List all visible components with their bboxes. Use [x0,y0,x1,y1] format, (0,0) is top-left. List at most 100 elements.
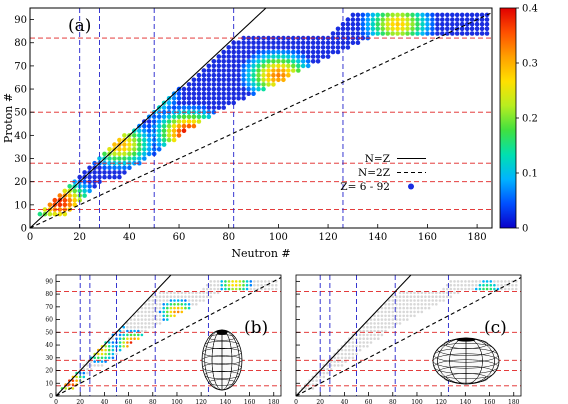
axis-ticks-b: 0 20 40 60 80 100 120 140 160 180 0 10 20 30 40 50 60 70 8… [45,278,279,404]
nucleus-point [82,170,87,175]
nucleus-point [340,348,344,352]
nucleus-point [133,314,136,318]
nucleus-point [375,12,381,18]
nucleus-point [246,40,251,45]
nucleus-point [291,54,296,59]
nucleus-point [186,105,192,110]
nucleus-point [384,329,387,333]
nucleus-point [37,211,43,217]
nucleus-point [344,348,347,352]
nucleus-point [107,170,112,175]
nucleus-point [482,287,485,291]
nucleus-point [147,318,151,321]
nucleus-point [387,310,391,314]
nucleus-point [226,63,231,69]
nucleus-point [380,318,384,321]
nucleus-point [112,151,117,157]
nucleus-point [395,12,400,18]
nucleus-point [415,17,420,22]
nucleus-point [387,325,391,329]
nucleus-point [256,40,261,45]
nucleus-point [127,147,132,152]
nucleus-point [454,31,460,36]
nucleus-point [176,133,182,138]
nucleus-point [425,21,430,27]
nucleus-point [231,91,236,96]
nucleus-point [151,310,155,314]
nucleus-point [256,59,261,64]
x-tick-label: 80 [389,399,397,404]
nucleus-point [406,303,409,306]
nucleus-point [107,348,111,352]
nucleus-point [158,291,162,295]
nucleus-point [117,151,122,157]
nucleus-point [409,291,413,295]
nucleus-point [370,26,376,32]
nucleus-point [350,12,356,18]
nucleus-point [93,356,96,360]
nucleus-point [166,137,172,143]
nucleus-point [241,59,246,64]
nucleus-point [216,91,222,96]
nucleus-point [180,291,184,295]
nucleus-point [226,82,231,87]
nucleus-point [445,283,449,287]
nucleus-point [122,165,127,171]
nucleus-point [256,283,260,287]
nucleus-point [469,12,475,18]
colorbar-gradient [499,7,517,229]
nucleus-point [266,68,271,73]
nucleus-point [142,123,147,129]
nucleus-point [166,114,172,120]
nucleus-point [78,375,82,379]
nucleus-point [385,17,391,22]
nucleus-point [435,291,438,295]
nucleus-point [416,306,420,310]
nucleus-point [415,12,420,18]
nucleus-point [271,49,276,55]
nucleus-point [395,295,398,299]
nucleus-point [456,280,460,283]
nucleus-point [162,303,165,306]
nucleus-point [325,54,331,59]
nucleus-point [216,63,222,69]
nucleus-point [251,59,256,64]
nucleus-point [241,54,246,59]
nucleus-point [186,82,192,87]
nucleus-point [75,375,78,379]
nucleus-point [261,77,266,83]
nucleus-point [402,318,406,321]
nucleus-point [216,105,222,110]
nucleus-point [205,295,209,299]
nucleus-point [122,133,127,138]
nucleus-point [213,291,216,295]
nucleus-point [395,26,400,32]
nucleus-point [155,306,158,310]
nucleus-point [236,63,241,69]
nucleus-point [158,318,162,321]
nucleus-point [161,123,167,129]
nucleus-point [251,63,256,69]
nucleus-point [146,119,152,124]
nucleus-point [271,59,276,64]
x-tick-label: 140 [220,399,232,404]
nucleus-point [276,63,281,69]
nucleus-point [459,31,465,36]
nucleus-point [144,310,147,314]
nucleus-point [261,49,266,55]
nucleus-point [238,283,242,287]
nucleus-point [132,133,137,138]
nucleus-point [391,303,395,306]
nucleus-point [206,105,212,110]
nucleus-point [112,142,117,147]
x-tick-label: 40 [123,232,136,243]
nucleus-point [251,54,256,59]
nucleus-point [351,356,355,360]
nucleus-point [205,291,209,295]
nucleus-point [181,128,187,133]
nucleus-point [206,100,212,106]
nucleus-point [420,26,425,32]
nucleus-point [296,63,301,69]
nucleus-point [241,40,246,45]
nucleus-point [140,325,144,329]
